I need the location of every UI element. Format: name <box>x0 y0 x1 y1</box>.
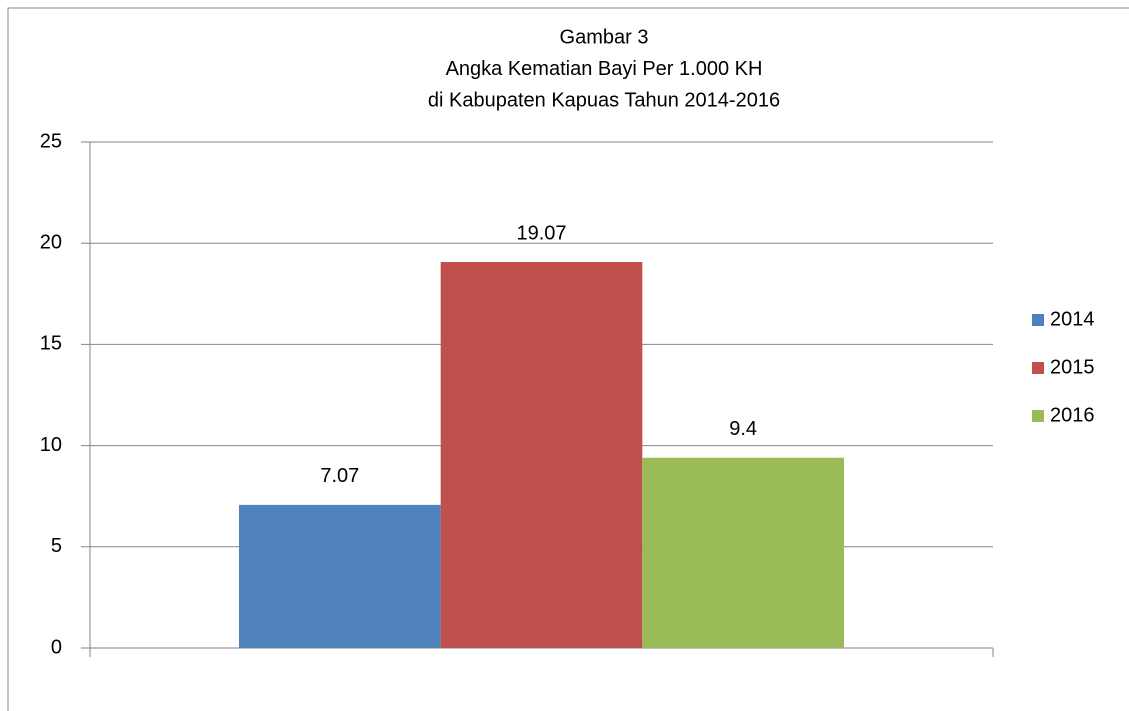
y-tick-label: 10 <box>40 434 62 456</box>
legend-label: 2014 <box>1050 308 1095 330</box>
bar <box>642 457 845 648</box>
data-label: 7.07 <box>320 465 359 487</box>
chart-title: di Kabupaten Kapuas Tahun 2014-2016 <box>428 89 780 111</box>
chart-title: Gambar 3 <box>560 26 649 48</box>
y-tick-label: 20 <box>40 231 62 253</box>
bar <box>440 262 643 648</box>
legend-swatch <box>1032 362 1044 374</box>
y-tick-label: 25 <box>40 130 62 152</box>
legend-swatch <box>1032 410 1044 422</box>
legend-swatch <box>1032 314 1044 326</box>
legend-label: 2015 <box>1050 356 1095 378</box>
y-tick-label: 0 <box>51 636 62 658</box>
y-tick-label: 15 <box>40 333 62 355</box>
chart-title: Angka Kematian Bayi Per 1.000 KH <box>446 58 763 80</box>
data-label: 19.07 <box>516 222 566 244</box>
data-label: 9.4 <box>729 418 757 440</box>
y-tick-label: 5 <box>51 535 62 557</box>
chart-frame <box>7 7 1129 711</box>
bar <box>238 504 441 648</box>
legend-label: 2016 <box>1050 404 1095 426</box>
